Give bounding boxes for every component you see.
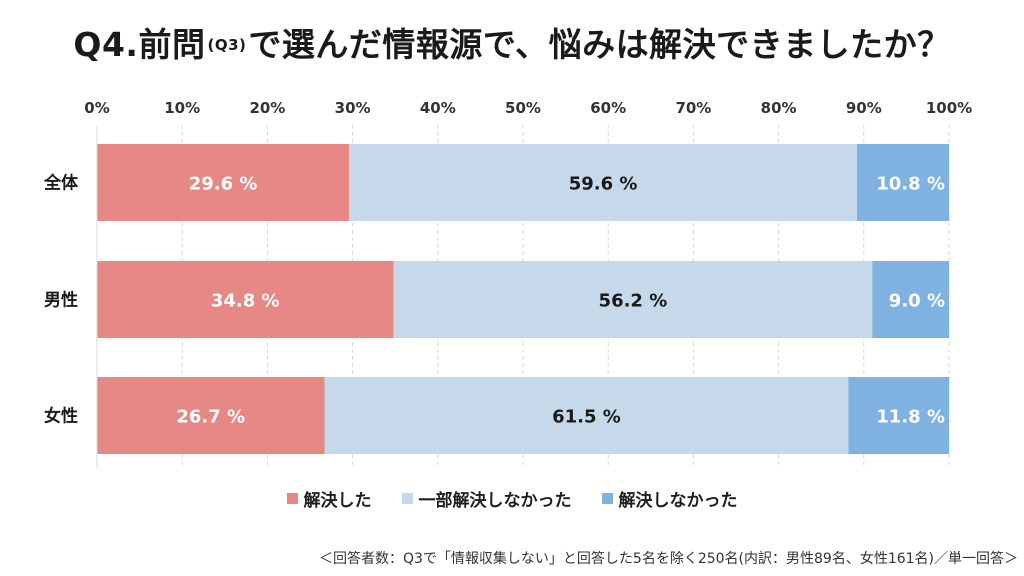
chart-title: Q4.前問 (Q3)で選んだ情報源で、悩みは解決できましたか？ (0, 18, 1024, 66)
bar-segment (393, 261, 873, 338)
data-label: 61.5 % (552, 407, 621, 428)
x-tick-label: 80% (761, 99, 797, 117)
data-label: 29.6 % (189, 174, 258, 195)
title-suffix: で選んだ情報源で、悩みは解決できましたか？ (248, 25, 951, 64)
bar-segment (848, 377, 949, 454)
bar-segment (872, 261, 949, 338)
bar-segment (349, 144, 857, 221)
data-label: 26.7 % (176, 407, 245, 428)
data-label: 34.8 % (211, 291, 280, 312)
bar-segment (97, 261, 394, 338)
title-question-ref: (Q3) (207, 36, 247, 54)
footnote: ＜回答者数：Q3で「情報収集しない」と回答した5名を除く250名(内訳：男性89… (318, 551, 1018, 567)
legend-swatch-unresolved (601, 493, 613, 504)
legend-label-partially-unresolved: 一部解決しなかった (418, 491, 572, 511)
data-label: 11.8 % (876, 407, 945, 428)
legend-label-unresolved: 解決しなかった (618, 491, 738, 511)
x-tick-label: 0% (84, 99, 109, 117)
x-tick-label: 90% (846, 99, 882, 117)
bar-segment (97, 144, 350, 221)
legend-swatch-partially-unresolved (401, 493, 413, 504)
legend-item-unresolved: 解決しなかった (601, 486, 738, 511)
category-label: 男性 (44, 290, 78, 311)
legend-item-resolved: 解決した (286, 486, 372, 511)
bar-segment (97, 377, 325, 454)
x-tick-label: 20% (249, 99, 285, 117)
category-label: 女性 (44, 406, 78, 427)
x-tick-label: 70% (675, 99, 711, 117)
data-label: 56.2 % (599, 291, 668, 312)
title-prefix: Q4.前問 (73, 25, 206, 64)
data-label: 9.0 % (889, 291, 945, 312)
x-tick-label: 60% (590, 99, 626, 117)
data-label: 10.8 % (876, 174, 945, 195)
x-tick-label: 30% (335, 99, 371, 117)
legend-item-partially-unresolved: 一部解決しなかった (401, 486, 572, 511)
legend-swatch-resolved (286, 493, 298, 504)
legend: 解決した 一部解決しなかった 解決しなかった (0, 486, 1024, 511)
data-label: 59.6 % (569, 174, 638, 195)
legend-label-resolved: 解決した (303, 491, 372, 511)
x-tick-label: 100% (926, 99, 972, 117)
x-tick-label: 10% (164, 99, 200, 117)
bar-segment (856, 144, 949, 221)
x-tick-label: 50% (505, 99, 541, 117)
x-tick-label: 40% (420, 99, 456, 117)
bar-segment (324, 377, 849, 454)
category-label: 全体 (43, 173, 79, 194)
